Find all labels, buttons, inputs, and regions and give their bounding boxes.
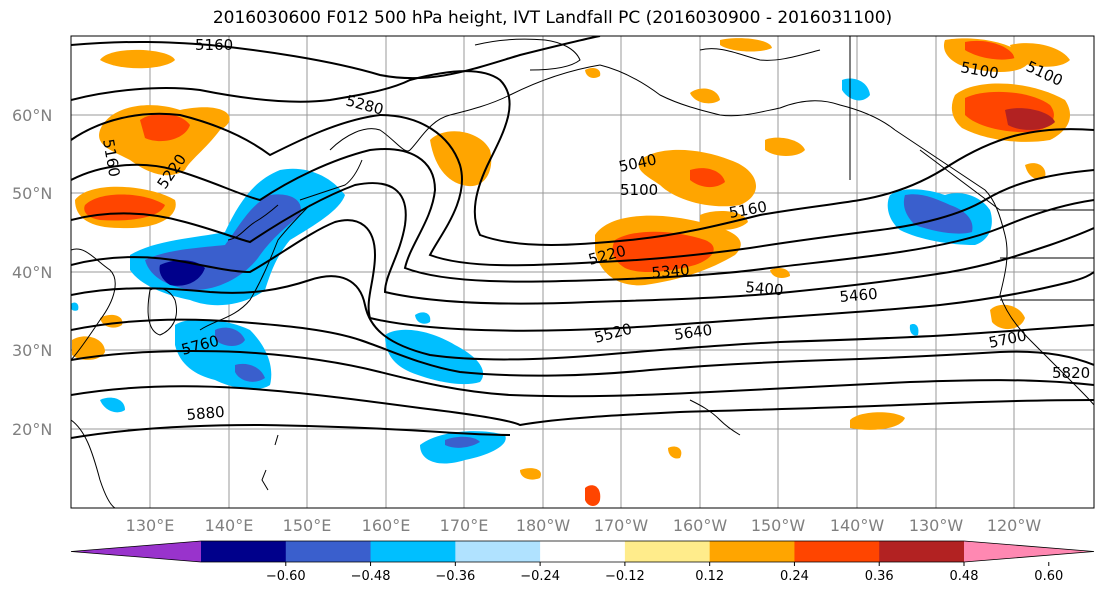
colorbar-swatch xyxy=(201,541,287,562)
lon-label: 170°W xyxy=(594,516,649,535)
lon-label: 130°W xyxy=(909,516,964,535)
contour-label: 5820 xyxy=(1052,364,1090,382)
colorbar-tick-label: −0.12 xyxy=(605,569,645,584)
contour-label: 5460 xyxy=(839,285,879,306)
colorbar-tick-label: 0.36 xyxy=(865,569,894,584)
lat-label: 30°N xyxy=(12,341,52,360)
lon-label: 170°E xyxy=(440,516,489,535)
colorbar-swatch xyxy=(624,541,711,562)
contour-label: 5640 xyxy=(673,321,713,344)
colorbar-swatch xyxy=(285,541,372,562)
colorbar-outline xyxy=(70,540,1095,563)
lon-label: 160°E xyxy=(362,516,411,535)
colorbar-tick-label: −0.48 xyxy=(351,569,391,584)
map-frame xyxy=(70,35,1095,509)
lat-label: 40°N xyxy=(12,263,52,282)
colorbar-tick-label: −0.24 xyxy=(520,569,560,584)
lon-label: 180°W xyxy=(516,516,571,535)
coastlines xyxy=(71,36,1094,508)
colorbar-swatch xyxy=(879,541,965,562)
lon-label: 140°W xyxy=(830,516,885,535)
lon-label: 120°W xyxy=(987,516,1042,535)
contour-label: 5100 xyxy=(620,181,658,199)
lat-label: 20°N xyxy=(12,420,52,439)
lat-label: 50°N xyxy=(12,184,52,203)
colorbar-swatch xyxy=(455,541,541,562)
colorbar: −0.60 −0.48 −0.36 −0.24 −0.12 0.12 0.24 0.36 0.4… xyxy=(70,540,1095,584)
contour-label: 5400 xyxy=(745,278,785,299)
lon-label: 150°E xyxy=(283,516,332,535)
colorbar-swatch xyxy=(709,541,795,562)
map-title: 2016030600 F012 500 hPa height, IVT Land… xyxy=(212,8,893,28)
colorbar-swatch xyxy=(370,541,456,562)
lon-label: 130°E xyxy=(126,516,175,535)
contour-label: 5160 xyxy=(195,36,233,54)
colorbar-tick-label: −0.36 xyxy=(435,569,475,584)
lon-label: 150°W xyxy=(751,516,806,535)
colorbar-tick-label: −0.60 xyxy=(266,569,306,584)
colorbar-tick-label: 0.12 xyxy=(695,569,724,584)
longitude-labels: 130°E 140°E 150°E 160°E 170°E 180°W 170°… xyxy=(126,516,1042,535)
lon-label: 160°W xyxy=(673,516,728,535)
colorbar-extension-low xyxy=(71,541,201,562)
negative-ivt-shading xyxy=(71,78,992,464)
colorbar-tick-label: 0.24 xyxy=(780,569,809,584)
colorbar-extension-high xyxy=(964,541,1094,562)
contour-label: 5880 xyxy=(186,403,226,424)
height-contours xyxy=(71,36,1094,439)
colorbar-swatch xyxy=(794,541,880,562)
positive-ivt-shading xyxy=(72,38,1070,506)
colorbar-tick-label: 0.60 xyxy=(1034,569,1063,584)
lat-label: 60°N xyxy=(12,106,52,125)
lon-label: 140°E xyxy=(205,516,254,535)
latitude-labels: 60°N 50°N 40°N 30°N 20°N xyxy=(12,106,52,439)
colorbar-swatch xyxy=(540,541,626,562)
colorbar-tick-label: 0.48 xyxy=(950,569,979,584)
contour-label: 5340 xyxy=(651,261,691,282)
